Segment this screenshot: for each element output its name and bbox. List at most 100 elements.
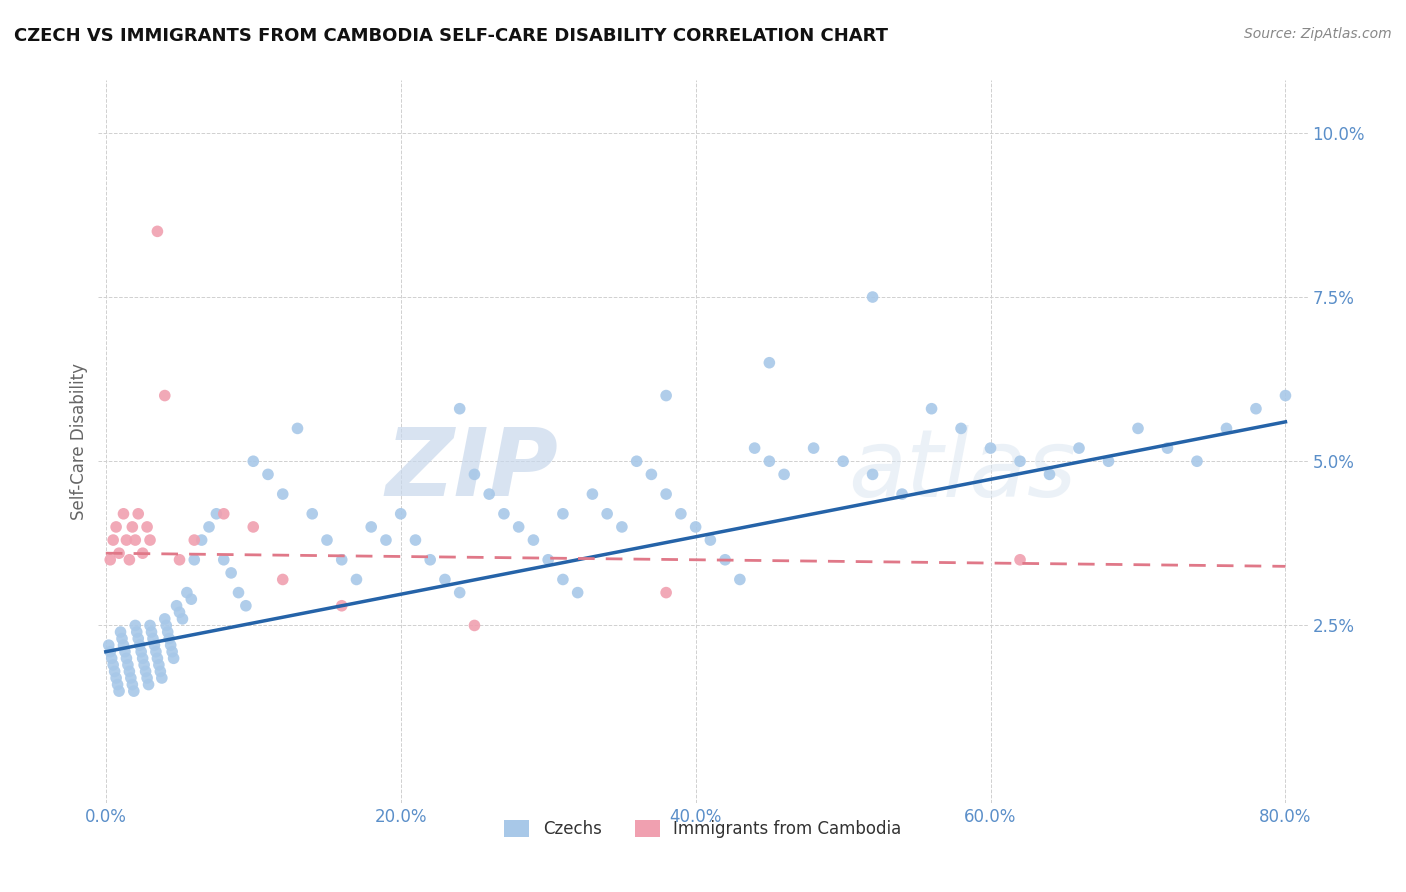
Point [134, 657, 156, 672]
Point [146, 224, 169, 238]
Point [101, 657, 124, 672]
Point [153, 612, 176, 626]
Point [128, 638, 150, 652]
Point [508, 520, 530, 534]
Point [139, 533, 162, 547]
Point [478, 487, 501, 501]
Point [891, 487, 914, 501]
Point [669, 507, 692, 521]
Point [169, 553, 191, 567]
Point [135, 665, 157, 679]
Point [121, 520, 143, 534]
Point [166, 599, 188, 613]
Point [330, 599, 353, 613]
Point [567, 585, 589, 599]
Point [522, 533, 544, 547]
Point [124, 533, 146, 547]
Point [235, 599, 257, 613]
Point [139, 618, 162, 632]
Point [110, 625, 132, 640]
Point [714, 553, 737, 567]
Point [1215, 421, 1237, 435]
Point [111, 632, 134, 646]
Point [120, 671, 142, 685]
Point [419, 553, 441, 567]
Point [626, 454, 648, 468]
Point [1185, 454, 1208, 468]
Point [1067, 441, 1090, 455]
Point [108, 546, 131, 560]
Point [242, 454, 264, 468]
Point [1038, 467, 1060, 482]
Point [155, 618, 177, 632]
Point [551, 573, 574, 587]
Text: atlas: atlas [848, 425, 1077, 516]
Point [136, 520, 159, 534]
Point [212, 553, 235, 567]
Point [98, 553, 121, 567]
Point [143, 638, 166, 652]
Point [257, 467, 280, 482]
Point [190, 533, 212, 547]
Point [183, 533, 205, 547]
Point [205, 507, 228, 521]
Point [1097, 454, 1119, 468]
Point [141, 625, 163, 640]
Point [159, 638, 181, 652]
Point [862, 290, 884, 304]
Point [162, 651, 184, 665]
Point [122, 684, 145, 698]
Point [301, 507, 323, 521]
Point [728, 573, 751, 587]
Point [125, 625, 148, 640]
Point [449, 401, 471, 416]
Point [271, 487, 294, 501]
Point [463, 467, 485, 482]
Point [149, 665, 172, 679]
Point [1274, 388, 1296, 402]
Point [150, 671, 173, 685]
Point [138, 677, 160, 691]
Point [803, 441, 825, 455]
Point [156, 625, 179, 640]
Point [433, 573, 456, 587]
Point [287, 421, 309, 435]
Point [219, 566, 242, 580]
Point [117, 657, 139, 672]
Point [98, 645, 121, 659]
Point [581, 487, 603, 501]
Legend: Czechs, Immigrants from Cambodia: Czechs, Immigrants from Cambodia [498, 814, 908, 845]
Point [360, 520, 382, 534]
Point [655, 585, 678, 599]
Point [610, 520, 633, 534]
Point [127, 507, 149, 521]
Point [228, 585, 250, 599]
Point [101, 533, 124, 547]
Point [129, 645, 152, 659]
Point [346, 573, 368, 587]
Text: ZIP: ZIP [385, 425, 558, 516]
Point [980, 441, 1002, 455]
Point [950, 421, 973, 435]
Point [169, 605, 191, 619]
Point [655, 487, 678, 501]
Point [758, 454, 780, 468]
Point [1008, 553, 1031, 567]
Point [131, 651, 153, 665]
Point [832, 454, 855, 468]
Point [1244, 401, 1267, 416]
Point [172, 612, 194, 626]
Point [104, 665, 127, 679]
Point [596, 507, 619, 521]
Point [180, 592, 202, 607]
Point [131, 546, 153, 560]
Point [375, 533, 398, 547]
Point [492, 507, 515, 521]
Text: Source: ZipAtlas.com: Source: ZipAtlas.com [1244, 27, 1392, 41]
Point [921, 401, 943, 416]
Point [114, 645, 136, 659]
Point [758, 356, 780, 370]
Point [108, 684, 131, 698]
Point [121, 677, 143, 691]
Point [118, 665, 141, 679]
